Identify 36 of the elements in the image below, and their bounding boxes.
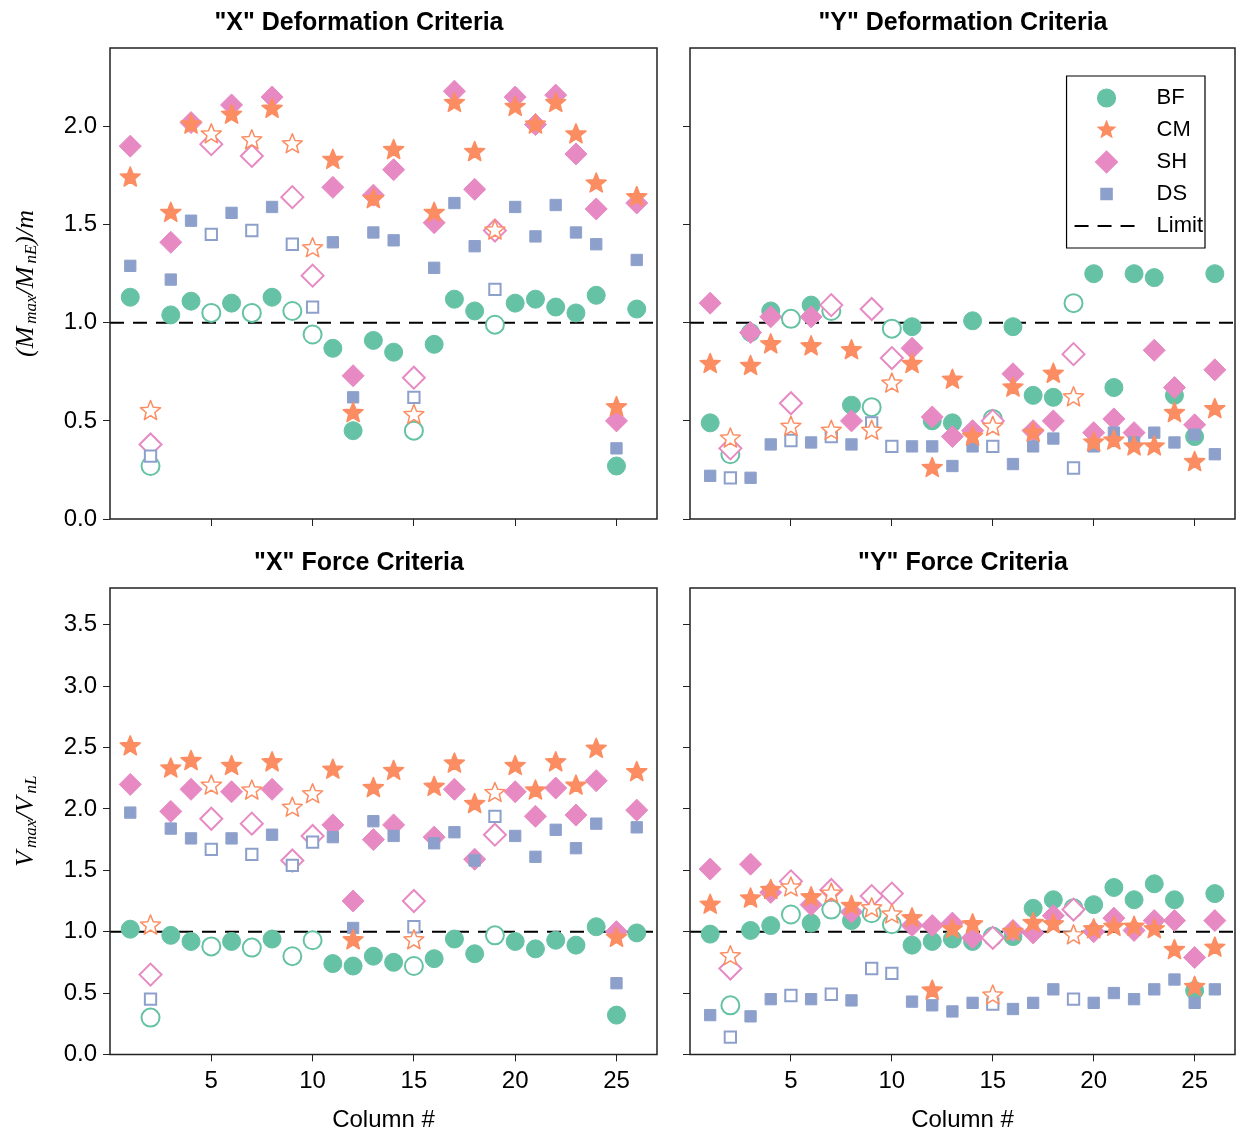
y-tick-label: 2.0 — [63, 793, 97, 821]
chart-title: "Y" Deformation Criteria — [818, 6, 1109, 35]
x-tick-label: 25 — [603, 1066, 630, 1094]
x-tick-label: 5 — [784, 1066, 798, 1094]
y-tick-label: 0.0 — [63, 503, 97, 531]
y-tick-label: 1.0 — [63, 916, 97, 944]
y-tick-label: 3.0 — [63, 670, 97, 698]
x-tick-label: 5 — [204, 1066, 218, 1094]
y-tick-label: 2.0 — [63, 111, 97, 139]
chart-title: "Y" Force Criteria — [858, 546, 1070, 575]
legend-label: BF — [1156, 84, 1185, 110]
x-tick-label: 15 — [400, 1066, 428, 1094]
y-tick-label: 1.5 — [63, 854, 97, 882]
y-tick-label: 0.5 — [63, 977, 97, 1005]
chart-title: "X" Force Criteria — [254, 546, 466, 575]
legend-label: SH — [1156, 148, 1188, 174]
y-tick-label: 2.5 — [63, 732, 97, 760]
x-tick-label: 10 — [878, 1066, 906, 1094]
y-axis-title: (Mmax/MnE)/m — [9, 209, 41, 358]
y-tick-label: 1.5 — [63, 209, 97, 237]
legend-label: Limit — [1156, 212, 1203, 238]
x-tick-label: 25 — [1181, 1066, 1208, 1094]
x-tick-label: 15 — [979, 1066, 1007, 1094]
legend-label: CM — [1156, 116, 1191, 142]
x-tick-label: 10 — [299, 1066, 326, 1094]
legend-label: DS — [1156, 180, 1188, 206]
x-tick-label: 20 — [501, 1066, 529, 1094]
chart-title: "X" Deformation Criteria — [214, 6, 505, 35]
x-tick-label: 20 — [1080, 1066, 1108, 1094]
x-axis-title: Column # — [332, 1105, 436, 1133]
y-tick-label: 3.5 — [63, 609, 97, 637]
x-axis-title: Column # — [911, 1105, 1015, 1133]
y-tick-label: 0.5 — [63, 405, 97, 433]
y-axis-title: Vmax/VnL — [9, 775, 41, 867]
y-tick-label: 0.0 — [63, 1039, 97, 1067]
y-tick-label: 1.0 — [63, 307, 97, 335]
